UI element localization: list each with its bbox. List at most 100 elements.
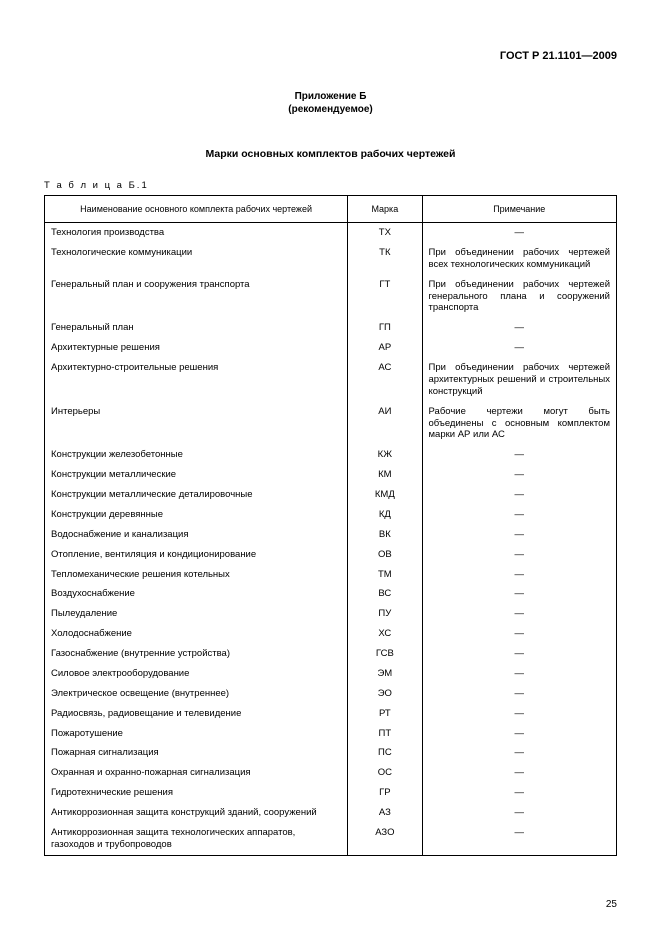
cell-name: Силовое электрооборудование [45,664,348,684]
table-row: Конструкции деревянныеКД— [45,505,617,525]
cell-mark: ГП [348,318,422,338]
table-row: Радиосвязь, радиовещание и телевидениеРТ… [45,704,617,724]
cell-note: — [422,485,616,505]
table-row: Конструкции металлическиеКМ— [45,465,617,485]
cell-mark: ГР [348,783,422,803]
cell-note: — [422,318,616,338]
cell-mark: ВК [348,525,422,545]
cell-note: — [422,505,616,525]
table-row: Антикоррозионная защита конструкций здан… [45,803,617,823]
table-row: Антикоррозионная защита технологических … [45,823,617,855]
cell-name: Архитектурные решения [45,338,348,358]
table-row: ПожаротушениеПТ— [45,724,617,744]
cell-mark: АИ [348,402,422,446]
table-row: Гидротехнические решенияГР— [45,783,617,803]
table-row: Отопление, вентиляция и кондиционировани… [45,545,617,565]
cell-mark: АР [348,338,422,358]
table-row: ВоздухоснабжениеВС— [45,584,617,604]
cell-name: Архитектурно-строительные решения [45,358,348,402]
table-row: Силовое электрооборудованиеЭМ— [45,664,617,684]
cell-mark: ГТ [348,275,422,319]
cell-note: — [422,724,616,744]
col-header-note: Примечание [422,196,616,223]
cell-mark: ТХ [348,223,422,243]
appendix-subtitle: (рекомендуемое) [44,103,617,116]
cell-name: Конструкции металлические [45,465,348,485]
cell-mark: ТК [348,243,422,275]
table-row: Генеральный планГП— [45,318,617,338]
cell-mark: ПС [348,743,422,763]
cell-note: — [422,584,616,604]
table-label: Т а б л и ц а Б.1 [44,180,617,191]
cell-note: — [422,823,616,855]
cell-mark: ТМ [348,565,422,585]
cell-name: Технология производства [45,223,348,243]
cell-name: Холодоснабжение [45,624,348,644]
cell-mark: КМД [348,485,422,505]
cell-name: Газоснабжение (внутренние устройства) [45,644,348,664]
cell-note: — [422,545,616,565]
cell-name: Радиосвязь, радиовещание и телевидение [45,704,348,724]
cell-note: — [422,223,616,243]
cell-note: — [422,704,616,724]
cell-mark: ОС [348,763,422,783]
cell-name: Антикоррозионная защита технологических … [45,823,348,855]
cell-name: Конструкции железобетонные [45,445,348,465]
cell-name: Охранная и охранно-пожарная сигнализация [45,763,348,783]
table-row: ПылеудалениеПУ— [45,604,617,624]
cell-note: При объединении рабочих чертежей архитек… [422,358,616,402]
cell-name: Тепломеханические решения котельных [45,565,348,585]
table-row: Тепломеханические решения котельныхТМ— [45,565,617,585]
table-row: Архитектурно-строительные решенияАСПри о… [45,358,617,402]
document-standard-number: ГОСТ Р 21.1101—2009 [44,50,617,62]
cell-mark: АЗО [348,823,422,855]
cell-mark: АС [348,358,422,402]
table-row: Пожарная сигнализацияПС— [45,743,617,763]
cell-note: — [422,604,616,624]
table-row: Газоснабжение (внутренние устройства)ГСВ… [45,644,617,664]
cell-note: — [422,783,616,803]
cell-name: Технологические коммуникации [45,243,348,275]
table-row: Водоснабжение и канализацияВК— [45,525,617,545]
cell-name: Антикоррозионная защита конструкций здан… [45,803,348,823]
cell-note: — [422,664,616,684]
cell-mark: ПУ [348,604,422,624]
table-row: ХолодоснабжениеХС— [45,624,617,644]
cell-note: — [422,743,616,763]
cell-name: Конструкции металлические деталировочные [45,485,348,505]
table-row: Охранная и охранно-пожарная сигнализация… [45,763,617,783]
cell-mark: ХС [348,624,422,644]
col-header-name: Наименование основного комплекта рабочих… [45,196,348,223]
cell-mark: ГСВ [348,644,422,664]
table-header-row: Наименование основного комплекта рабочих… [45,196,617,223]
cell-name: Конструкции деревянные [45,505,348,525]
cell-note: — [422,763,616,783]
cell-note: Рабочие чертежи могут быть объединены с … [422,402,616,446]
table-row: Конструкции металлические деталировочные… [45,485,617,505]
cell-mark: КД [348,505,422,525]
cell-mark: АЗ [348,803,422,823]
cell-note: — [422,565,616,585]
cell-note: При объединении рабочих чертежей всех те… [422,243,616,275]
table-row: Архитектурные решенияАР— [45,338,617,358]
col-header-mark: Марка [348,196,422,223]
cell-note: — [422,624,616,644]
cell-mark: ВС [348,584,422,604]
table-row: Конструкции железобетонныеКЖ— [45,445,617,465]
cell-mark: РТ [348,704,422,724]
main-title: Марки основных комплектов рабочих чертеж… [44,148,617,160]
cell-name: Интерьеры [45,402,348,446]
cell-note: — [422,465,616,485]
cell-note: — [422,445,616,465]
cell-mark: КМ [348,465,422,485]
cell-note: — [422,338,616,358]
cell-mark: КЖ [348,445,422,465]
cell-mark: ЭМ [348,664,422,684]
cell-note: — [422,644,616,664]
table-row: Электрическое освещение (внутреннее)ЭО— [45,684,617,704]
cell-mark: ЭО [348,684,422,704]
cell-name: Пожаротушение [45,724,348,744]
cell-mark: ОВ [348,545,422,565]
cell-mark: ПТ [348,724,422,744]
cell-name: Пожарная сигнализация [45,743,348,763]
